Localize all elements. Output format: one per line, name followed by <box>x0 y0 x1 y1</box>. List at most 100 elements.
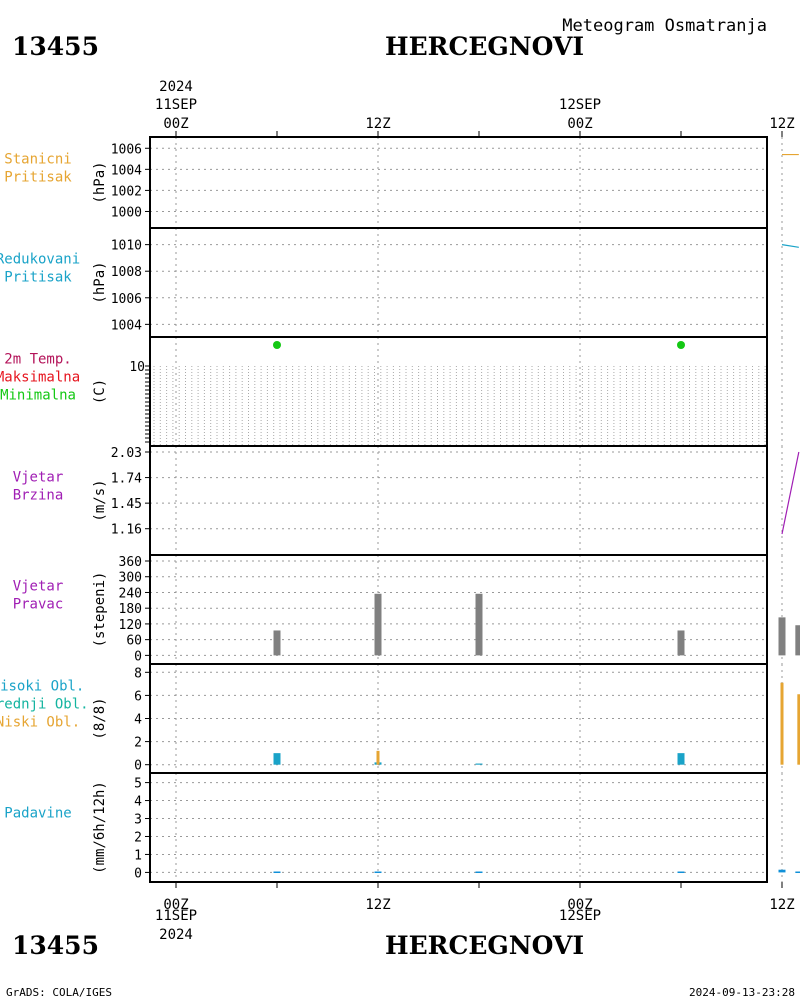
y-axis-unit: (stepeni) <box>92 572 108 648</box>
y-tick-label: 1010 <box>111 239 142 254</box>
panel-label: Pritisak <box>4 170 72 186</box>
panel-label: Srednji Obl. <box>0 697 89 713</box>
bottom-tick-label: 00Z <box>567 897 592 913</box>
panel-label: Redukovani <box>0 252 80 268</box>
panel-frame <box>149 772 768 883</box>
cloud-bar <box>376 750 380 765</box>
panel-frame <box>149 227 768 338</box>
top-tick-label: 00Z <box>567 116 592 132</box>
cloud-bar <box>677 753 685 765</box>
wind-direction-bar <box>374 593 382 656</box>
y-axis-unit: (hPa) <box>92 161 108 203</box>
precipitation-bar <box>795 871 800 874</box>
bottom-date-label: 11SEP <box>155 908 197 924</box>
panel-frame <box>149 136 768 229</box>
wind-direction-bar <box>475 593 483 656</box>
footer-credit: GrADS: COLA/IGES <box>6 986 112 999</box>
y-tick-label: 2.03 <box>111 446 142 461</box>
wind-direction-bar <box>677 630 685 656</box>
y-tick-label: 240 <box>119 586 142 601</box>
cloud-bar <box>475 763 483 765</box>
footer-timestamp: 2024-09-13-23:28 <box>689 986 795 999</box>
panel-frame <box>149 554 768 665</box>
panel-frame <box>149 663 768 774</box>
temp-min-point <box>273 341 281 349</box>
y-tick-label: 1004 <box>111 318 142 333</box>
panel-label: Niski Obl. <box>0 715 80 731</box>
panel-label: Visoki Obl. <box>0 679 84 695</box>
y-tick-label: 0 <box>134 759 142 774</box>
cloud-bar <box>780 682 784 765</box>
y-tick-label: 5 <box>134 777 142 792</box>
top-year-label: 2024 <box>159 79 193 95</box>
y-tick-label: 0 <box>134 866 142 881</box>
top-date-label: 12SEP <box>559 97 601 113</box>
top-date-label: 11SEP <box>155 97 197 113</box>
y-tick-label: 1000 <box>111 205 142 220</box>
y-tick-label: 60 <box>126 634 142 649</box>
y-tick-label: 1006 <box>111 142 142 157</box>
panel-label: Brzina <box>13 488 64 504</box>
panel-label: Pritisak <box>4 270 72 286</box>
y-tick-label: 10 <box>129 360 145 375</box>
y-tick-label: 6 <box>134 689 142 704</box>
wind-direction-bar <box>795 625 800 656</box>
precipitation-bar <box>475 871 483 874</box>
y-tick-label: 300 <box>119 571 142 586</box>
panel-frame <box>149 445 768 556</box>
y-axis-unit: (C) <box>92 379 108 404</box>
y-tick-label: 8 <box>134 666 142 681</box>
y-axis-unit: (8/8) <box>92 697 108 739</box>
station-id: 13455 <box>12 32 99 61</box>
y-tick-label: 0 <box>134 649 142 664</box>
y-tick-label: 1.45 <box>111 497 142 512</box>
precipitation-bar <box>778 869 786 873</box>
data-line <box>781 244 799 248</box>
y-tick-label: 1002 <box>111 184 142 199</box>
top-tick-label: 00Z <box>163 116 188 132</box>
y-tick-label: 1008 <box>111 265 142 280</box>
y-axis-unit: (mm/6h/12h) <box>92 781 108 874</box>
footer-station-id: 13455 <box>12 931 99 960</box>
panel-label: Minimalna <box>0 388 76 404</box>
wind-direction-bar <box>778 617 786 656</box>
product-title: Meteogram Osmatranja <box>562 16 767 36</box>
y-tick-label: 120 <box>119 618 142 633</box>
bottom-tick-label: 00Z <box>163 897 188 913</box>
y-tick-label: 180 <box>119 602 142 617</box>
bottom-tick-label: 12Z <box>365 897 390 913</box>
cloud-bar <box>273 753 281 765</box>
bottom-date-label: 12SEP <box>559 908 601 924</box>
top-tick-label: 12Z <box>365 116 390 132</box>
precipitation-bar <box>374 871 382 874</box>
precipitation-bar <box>677 871 685 874</box>
y-tick-label: 1.16 <box>111 523 142 538</box>
station-name: HERCEGNOVI <box>385 32 584 61</box>
precipitation-bar <box>273 871 281 874</box>
cloud-bar <box>797 694 800 765</box>
y-tick-label: 2 <box>134 830 142 845</box>
plot-area: 202400Z00Z12Z12Z00Z00Z12Z12Z00Z00Z12Z12Z… <box>0 79 800 943</box>
y-tick-label: 1 <box>134 848 142 863</box>
y-tick-label: 3 <box>134 813 142 828</box>
panel-label: Vjetar <box>13 579 64 595</box>
panel-label: Stanicni <box>4 152 71 168</box>
top-tick-label: 12Z <box>769 116 794 132</box>
data-line <box>781 451 800 535</box>
bottom-tick-label: 12Z <box>769 897 794 913</box>
y-tick-label: 4 <box>134 713 142 728</box>
y-tick-label: 2 <box>134 736 142 751</box>
panel-label: Pravac <box>13 597 64 613</box>
panel-label: Vjetar <box>13 470 64 486</box>
wind-direction-bar <box>273 630 281 656</box>
y-axis-unit: (hPa) <box>92 261 108 303</box>
bottom-year-label: 2024 <box>159 927 193 943</box>
y-tick-label: 360 <box>119 555 142 570</box>
panel-label: Padavine <box>4 806 71 822</box>
footer-station-name: HERCEGNOVI <box>385 931 584 960</box>
temp-min-point <box>677 341 685 349</box>
y-tick-label: 1.74 <box>111 472 142 487</box>
panel-label: 2m Temp. <box>4 352 71 368</box>
y-tick-label: 1006 <box>111 292 142 307</box>
